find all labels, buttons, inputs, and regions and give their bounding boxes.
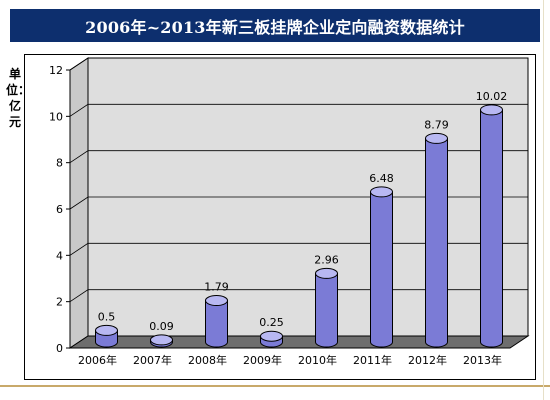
- y-tick-label: 10: [49, 110, 63, 123]
- x-tick-label: 2007年: [133, 353, 172, 367]
- chart-title: 2006年~2013年新三板挂牌企业定向融资数据统计: [10, 9, 540, 42]
- y-tick-label: 0: [56, 342, 63, 355]
- bar-top-5: [370, 186, 393, 198]
- x-tick-label: 2009年: [243, 353, 282, 367]
- x-tick-label: 2011年: [353, 353, 392, 367]
- data-label: 2.96: [314, 253, 339, 266]
- bar-2: [205, 300, 228, 348]
- gridline: [69, 103, 528, 117]
- data-label: 6.48: [369, 172, 394, 185]
- gridline: [69, 150, 528, 163]
- y-tick-label: 2: [56, 296, 63, 309]
- gridline: [69, 57, 528, 71]
- bar-top-6: [425, 132, 448, 144]
- bar-7: [480, 109, 503, 348]
- bar-top-7: [480, 104, 503, 116]
- edge-rule: [543, 0, 544, 400]
- data-label: 0.25: [259, 316, 284, 329]
- y-tick-label: 12: [49, 64, 63, 77]
- bar-top-0: [95, 324, 118, 336]
- bar-5: [370, 191, 393, 348]
- data-label: 8.79: [424, 118, 449, 131]
- plot-floor: [68, 335, 530, 349]
- data-label: 1.79: [204, 281, 229, 294]
- bar-top-2: [205, 295, 228, 307]
- x-tick-label: 2008年: [188, 353, 227, 367]
- bar-top-3: [260, 330, 283, 342]
- x-tick-label: 2013年: [463, 353, 502, 367]
- bar-top-4: [315, 267, 338, 279]
- data-label: 10.02: [476, 90, 508, 103]
- data-label: 0.09: [149, 320, 174, 333]
- x-tick-label: 2006年: [78, 353, 117, 367]
- y-axis-label: 单位：亿元: [6, 67, 31, 129]
- data-label: 0.5: [98, 310, 116, 323]
- y-tick-label: 6: [56, 203, 63, 216]
- y-tick-label: 8: [56, 157, 63, 170]
- bar-top-1: [150, 334, 173, 346]
- bar-4: [315, 272, 338, 348]
- footer-rule: [0, 385, 550, 387]
- y-tick-label: 4: [56, 249, 63, 262]
- x-tick-label: 2012年: [408, 353, 447, 367]
- bar-6: [425, 137, 448, 348]
- x-tick-label: 2010年: [298, 353, 337, 367]
